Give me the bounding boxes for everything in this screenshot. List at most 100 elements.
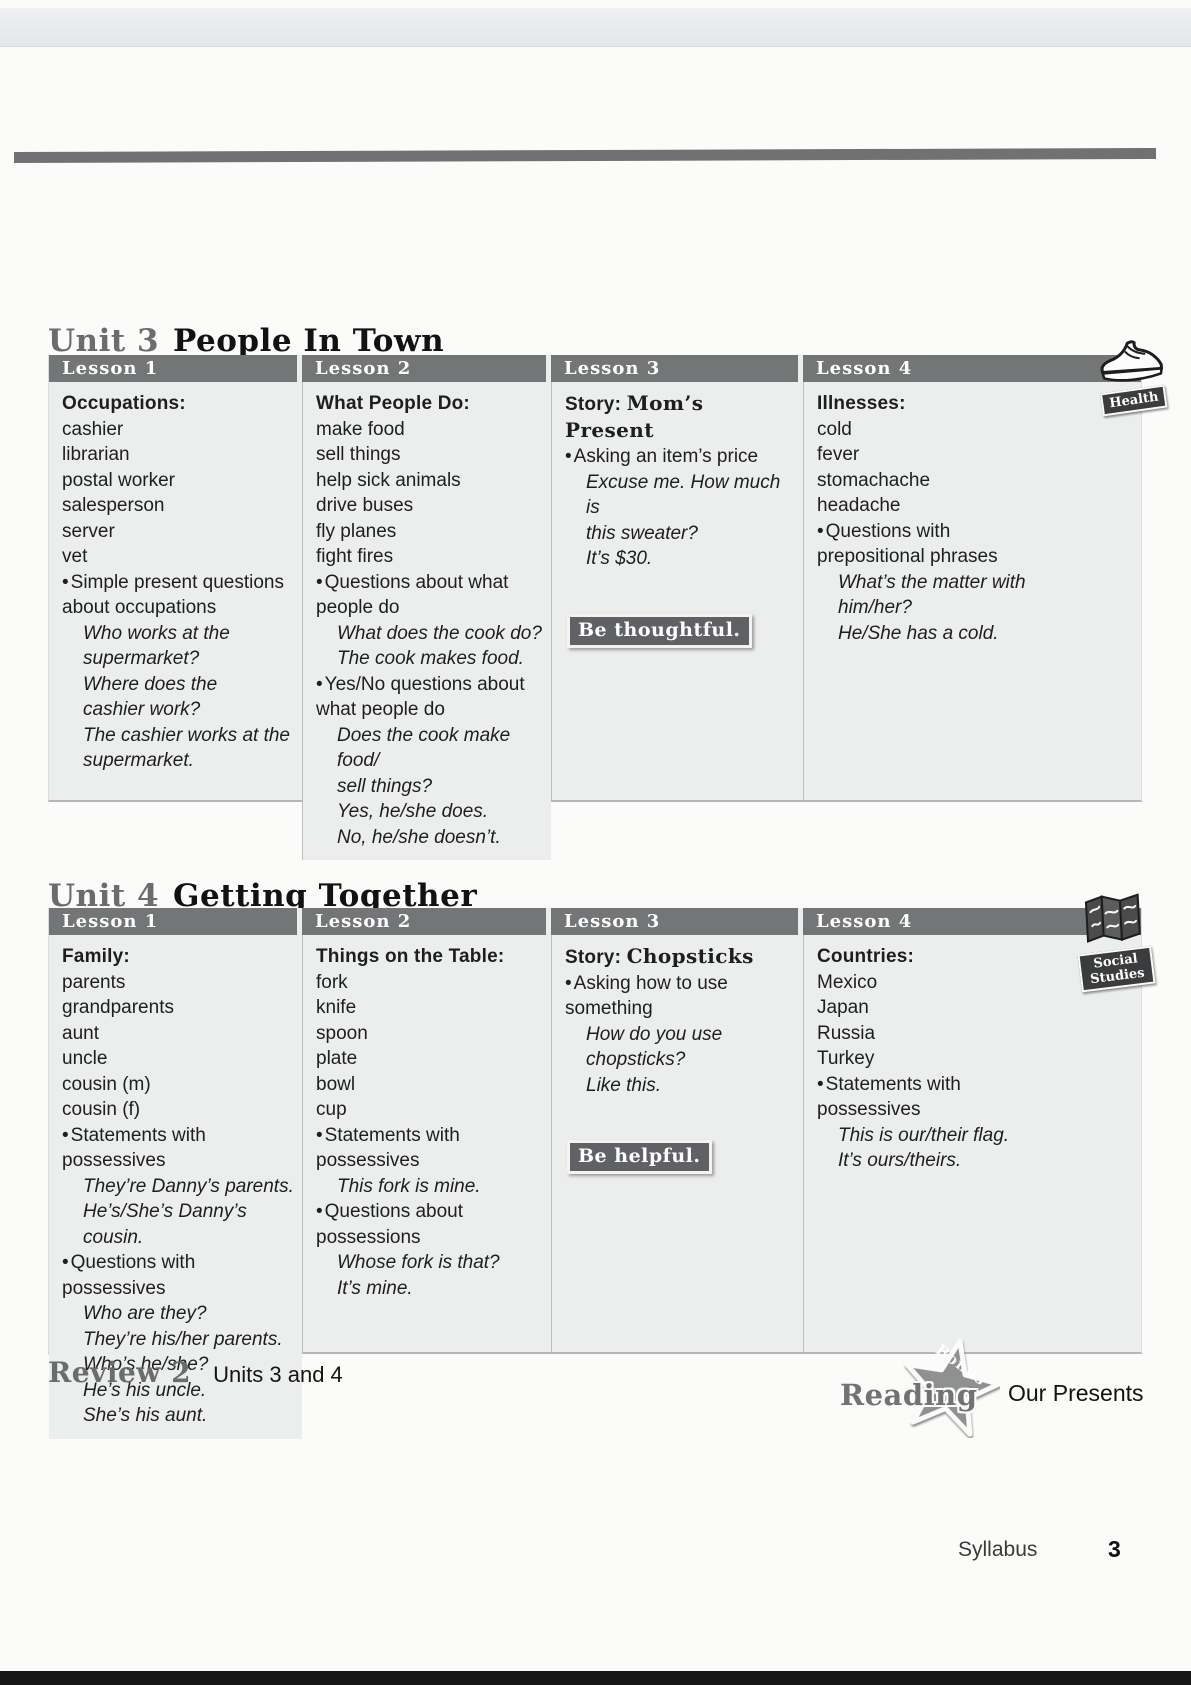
lesson-1-content: Family: parents grandparents aunt uncle cousi… [49,935,302,1439]
vocab-line: vet [62,546,88,567]
example-line: Does the cook make food/ [337,724,511,772]
example-line: supermarket. [83,750,194,771]
grammar-point: • Statements with possessives [62,1123,294,1174]
vocab-line: fever [817,444,860,465]
vocab-line: Turkey [817,1048,875,1069]
unit-4-lesson-1-column: Lesson 1 Family: parents grandparents aunt un… [49,908,302,1439]
bullet-dot: • [316,571,323,593]
example-line: chopsticks? [586,1049,686,1070]
story-label: Story: [565,947,622,968]
unit-3-syllabus-table: Lesson 1 Occupations: cashier librarian post… [48,355,1142,860]
review-units-text: Units 3 and 4 [213,1362,343,1387]
example-line: cashier work? [83,699,201,720]
grammar-point: • Yes/No questions about what people do [316,672,543,723]
vocab-line: grandparents [62,997,174,1018]
vocab-line: cup [316,1099,347,1120]
value-badge-wrap: Be thoughtful. [567,613,795,648]
bullet-dot: • [316,673,323,695]
social-studies-badge-label: Social Studies [1077,945,1156,993]
grammar-point: • Statements with possessives [817,1072,1049,1123]
page-number: 3 [1108,1536,1121,1562]
example-line: They’re Danny’s parents. [83,1175,294,1197]
value-badge: Be helpful. [567,1140,712,1174]
reading-story-title: Our Presents [1008,1380,1144,1406]
unit-3-lesson-4-column: Lesson 4 Illnesses: cold fever stomachache he… [803,355,1141,800]
example-line: He’s/She’s Danny’s cousin. [83,1201,247,1248]
lesson-3-header: Lesson 3 [551,908,798,935]
lesson-2-header: Lesson 2 [302,908,546,935]
lesson-4-content: Illnesses: cold fever stomachache headache • Q… [803,382,1141,800]
story-title: Mom’s Present [565,391,704,442]
scan-band-bottom [0,1671,1191,1685]
lesson-3-content: Story: Chopsticks • Asking how to use some… [551,935,803,1352]
reading-word: Reading [840,1378,978,1412]
bullet-dot: • [565,446,572,467]
vocab-line: fight fires [316,546,394,567]
vocab-line: fork [316,971,348,993]
story-heading: Story: Chopsticks [565,944,795,971]
lesson-4-content: Countries: Mexico Japan Russia Turkey • Statem… [803,935,1141,1352]
example-line: Yes, he/she does. [337,801,489,822]
example-line: She’s his aunt. [83,1405,208,1426]
topic-heading: Family: [62,946,130,967]
vocab-line: drive buses [316,495,414,516]
social-studies-subject-badge: Social Studies [1076,891,1156,993]
health-subject-badge: Health [1090,335,1174,417]
example-line: this sweater? [586,522,698,544]
vocab-line: spoon [316,1022,368,1044]
grammar-point: • Asking an item’s price [565,444,795,470]
grammar-point-text: Statements with possessives [817,1073,961,1121]
scan-band-top [0,8,1191,47]
story-title: Chopsticks [626,944,754,968]
story-label: Story: [565,394,622,415]
bullet-dot: • [62,1124,69,1146]
vocab-line: librarian [62,444,130,465]
review-label: Review 2 [48,1356,192,1389]
example-line: This is our/their flag. [838,1124,1010,1146]
example-line: No, he/she doesn’t. [337,826,501,848]
vocab-line: Japan [817,997,869,1018]
value-badge-wrap: Be helpful. [567,1140,795,1174]
vocab-line: headache [817,495,901,516]
unit-4-label: Unit 4 [48,877,160,914]
example-line: It’s $30. [586,548,653,569]
grammar-point-text: Asking an item’s price [573,446,759,467]
unit-3-label: Unit 3 [48,322,160,359]
unit-4-heading: Unit 4 Getting Together [48,878,477,914]
health-badge-label: Health [1100,384,1169,417]
grammar-point-text: Yes/No questions about what people do [316,673,525,721]
lesson-2-content: What People Do: make food sell things help … [302,382,551,860]
example-line: supermarket? [83,648,200,669]
grammar-point-text: Questions about possessions [316,1201,464,1248]
vocab-line: postal worker [62,469,175,491]
example-line: It’s ours/theirs. [838,1150,962,1171]
lesson-4-header: Lesson 4 [803,355,1141,382]
bullet-dot: • [817,1073,824,1095]
example-line: sell things? [337,775,433,797]
grammar-point: • Statements with possessives [316,1123,543,1174]
lesson-2-header: Lesson 2 [302,355,546,382]
example-line: They’re his/her parents. [83,1328,283,1350]
bullet-dot: • [565,972,572,994]
vocab-line: uncle [62,1048,108,1069]
unit-3-heading: Unit 3 People In Town [48,323,444,359]
grammar-point: • Questions about possessions [316,1199,543,1250]
unit-4-syllabus-table: Lesson 1 Family: parents grandparents aunt un… [48,908,1142,1439]
example-line: Who are they? [83,1303,207,1324]
grammar-point-text: Asking how to use something [565,972,728,1020]
example-line: him/her? [838,597,912,618]
example-line: Who’s he/she? [83,1354,209,1375]
reading-bonus-logo: Bonus Reading Our Presents [840,1338,1190,1443]
vocab-line: cousin (f) [62,1099,141,1120]
bullet-dot: • [316,1124,323,1146]
unit-4-lesson-3-column: Lesson 3 Story: Chopsticks • Asking how to … [551,908,803,1352]
unit-4-lesson-2-column: Lesson 2 Things on the Table: fork knife spo… [302,908,551,1352]
grammar-point-text: Questions about what people do [316,571,509,619]
story-heading: Story: Mom’s Present [565,391,795,444]
vocab-line: plate [316,1048,358,1069]
vocab-line: aunt [62,1022,99,1044]
vocab-line: cousin (m) [62,1073,151,1095]
example-line: This fork is mine. [337,1175,481,1197]
example-line: Whose fork is that? [337,1252,500,1273]
bullet-dot: • [316,1201,323,1222]
